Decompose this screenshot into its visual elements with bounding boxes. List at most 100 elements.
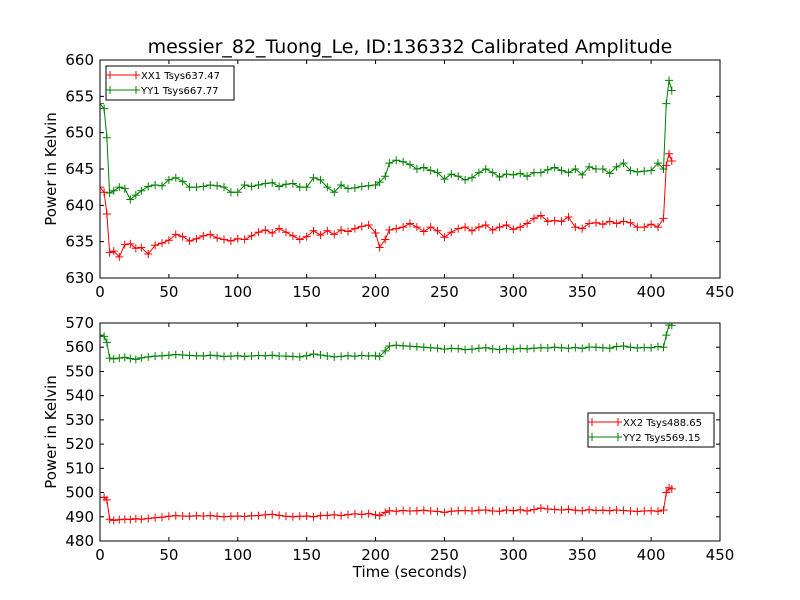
bottom-series-1-point	[126, 515, 135, 524]
bottom-series-2-point	[516, 344, 525, 353]
top-series-1-point	[288, 231, 297, 240]
bottom-series-1-point	[309, 512, 318, 521]
bottom-series-2-point	[137, 353, 146, 362]
bottom-series-1-point	[350, 509, 359, 518]
top-series-1-point	[640, 223, 649, 232]
bottom-series-1-point	[316, 511, 325, 520]
bottom-series-1-point	[385, 506, 394, 515]
bottom-series-2-point	[364, 351, 373, 360]
top-series-1-point	[474, 223, 483, 232]
bottom-series-1-point	[557, 505, 566, 514]
top-series-2-point	[105, 188, 114, 197]
bottom-series-2-point	[185, 351, 194, 360]
bottom-series-2-point	[115, 354, 124, 363]
bottom-series-2-point	[220, 352, 228, 361]
top-legend-marker	[106, 71, 114, 79]
bottom-series-1-point	[571, 506, 580, 515]
bottom-y-tick-label: 520	[65, 435, 94, 453]
bottom-series-1-point	[171, 511, 180, 520]
bottom-legend-box	[587, 412, 715, 448]
bottom-series-2-point	[381, 346, 390, 355]
top-series-1-point	[659, 214, 668, 223]
top-legend-marker	[106, 86, 114, 94]
top-series-1-point	[337, 226, 346, 235]
top-series-2-point	[126, 195, 135, 204]
top-series-1-point	[102, 210, 111, 219]
top-series-2-point	[536, 168, 545, 177]
top-series-2-point	[171, 173, 180, 182]
top-series-2-point	[220, 183, 228, 192]
top-series-1-point	[178, 232, 187, 241]
bottom-series-2-point	[667, 323, 676, 330]
top-series-2-point	[151, 180, 160, 189]
bottom-series-2-point	[474, 344, 483, 353]
top-series-1-point	[612, 219, 621, 228]
top-series-1-point	[530, 214, 538, 223]
top-series-1-point	[406, 219, 414, 228]
top-series-2-point	[662, 99, 671, 108]
bottom-series-1-point	[381, 508, 390, 517]
bottom-series-2-point	[158, 351, 166, 360]
top-series-1-point	[495, 223, 504, 232]
bottom-x-tick-label: 200	[361, 546, 390, 564]
bottom-series-2-point	[626, 343, 635, 352]
top-series-2-point	[440, 175, 449, 184]
bottom-series-2-point	[654, 342, 662, 351]
top-series-2-point	[115, 183, 124, 192]
top-series-2-point	[619, 159, 628, 168]
top-series-2-point	[412, 165, 421, 173]
bottom-series-2-point	[302, 351, 311, 360]
bottom-series-1-point	[530, 505, 538, 514]
bottom-series-1-point	[240, 512, 249, 521]
bottom-series-2-point	[585, 342, 594, 351]
bottom-series-1-point	[461, 506, 470, 515]
top-series-2-point	[640, 167, 649, 176]
bottom-series-1-point	[433, 507, 442, 516]
bottom-series-1-point	[371, 510, 380, 519]
bottom-legend-label: XX2 Tsys488.65	[623, 418, 702, 429]
top-series-1-point	[192, 234, 201, 243]
bottom-legend-label: YY2 Tsys569.15	[622, 433, 701, 444]
bottom-series-1-point	[302, 512, 311, 521]
top-series-1-point	[323, 226, 332, 235]
top-series-1-point	[357, 222, 366, 231]
top-series-2-point	[100, 99, 104, 108]
bottom-series-1-point	[612, 505, 621, 514]
top-series-2-point	[233, 188, 242, 197]
bottom-series-1-point	[626, 506, 635, 515]
top-series-1-point	[185, 236, 194, 245]
top-series-1-point	[585, 219, 594, 228]
top-series-1-point	[261, 226, 270, 235]
top-series-2-point	[268, 178, 277, 187]
top-series-1-point	[454, 224, 463, 233]
top-series-2-point	[131, 191, 140, 200]
bottom-series-1-point	[667, 484, 676, 493]
bottom-y-tick-label: 490	[65, 508, 94, 526]
bottom-series-1-point	[619, 506, 628, 515]
top-series-1-point	[120, 240, 129, 249]
bottom-series-2-point	[598, 343, 607, 352]
bottom-series-2-point	[447, 344, 456, 353]
top-series-2-point	[375, 178, 384, 187]
top-series-2-point	[261, 179, 270, 188]
bottom-series-2-point	[412, 342, 421, 351]
top-series-1-point	[309, 226, 318, 235]
bottom-x-tick-label: 100	[223, 546, 252, 564]
top-series-2-point	[337, 180, 346, 189]
top-series-2-point	[192, 183, 201, 192]
top-y-tick-label: 645	[65, 160, 94, 178]
bottom-series-2-point	[316, 350, 325, 359]
bottom-series-2-point	[171, 350, 180, 359]
bottom-axes-frame	[99, 322, 721, 542]
bottom-series-2-point	[550, 343, 559, 352]
bottom-x-tick-label: 50	[159, 546, 178, 564]
bottom-series-1-point	[474, 506, 483, 515]
top-series-2-point	[461, 175, 470, 184]
bottom-series-2-point	[375, 352, 384, 361]
top-series-1-point	[392, 224, 401, 233]
top-series-1-point	[375, 243, 384, 252]
top-series-1-point	[626, 218, 635, 227]
bottom-series-1-point	[213, 512, 222, 521]
bottom-series-2-point	[295, 352, 304, 361]
bottom-legend: XX2 Tsys488.65 YY2 Tsys569.15	[587, 412, 715, 448]
